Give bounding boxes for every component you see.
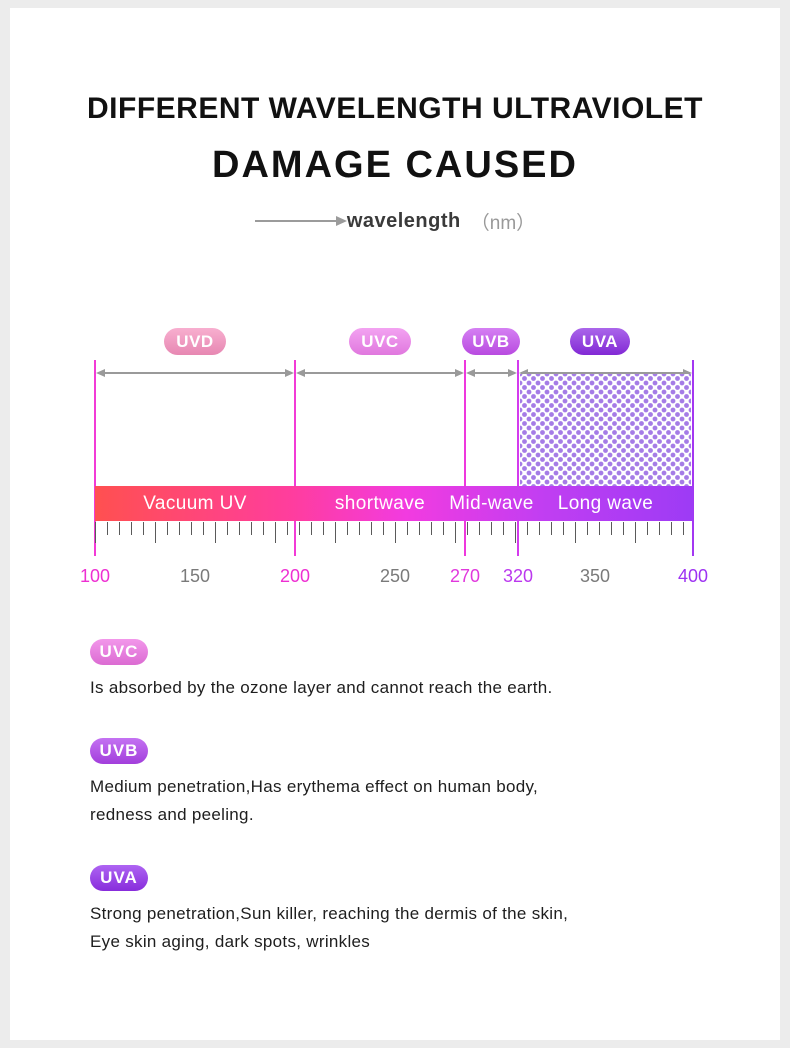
bar-segment-mid-wave: Mid-wave (449, 492, 534, 514)
boundary-line-400 (692, 360, 694, 556)
bar-segment-vacuum-uv: Vacuum UV (143, 492, 247, 514)
tick-label-400: 400 (677, 566, 709, 586)
tick-label-150: 150 (179, 566, 211, 586)
legend-text-uvc-line1: Is absorbed by the ozone layer and canno… (90, 678, 553, 697)
tick-label-250: 250 (379, 566, 411, 586)
legend-badge-uva: UVA (90, 865, 148, 891)
wavelength-caption: wavelength （nm） (10, 206, 780, 236)
legend-text-uva-line1: Strong penetration,Sun killer, reaching … (90, 904, 569, 923)
measure-arrow-uvd (96, 369, 294, 377)
right-arrow-icon (254, 216, 347, 226)
tick-label-200: 200 (279, 566, 311, 586)
wavelength-label: wavelength (346, 209, 461, 232)
boundary-line-100 (94, 360, 96, 556)
infographic-card: DIFFERENT WAVELENGTH ULTRAVIOLET DAMAGE … (10, 8, 780, 1040)
legend-text-uva: Strong penetration,Sun killer, reaching … (90, 900, 740, 956)
page-title-line2: DAMAGE CAUSED (212, 144, 578, 186)
uva-dotted-region (520, 374, 691, 486)
boundary-line-320 (517, 360, 519, 556)
band-badge-uvd: UVD (164, 328, 226, 355)
band-badge-uvc: UVC (349, 328, 411, 355)
legend-badge-uvb: UVB (90, 738, 148, 764)
tick-label-270: 270 (449, 566, 481, 586)
page-title-line1: DIFFERENT WAVELENGTH ULTRAVIOLET (87, 92, 703, 125)
spectrum-bar: Vacuum UV shortwave Mid-wave Long wave (95, 486, 693, 521)
measure-arrow-uva (519, 369, 692, 377)
wavelength-unit: （nm） (470, 212, 536, 234)
boundary-line-200 (294, 360, 296, 556)
measure-arrow-uvc (296, 369, 464, 377)
legend-text-uvc: Is absorbed by the ozone layer and canno… (90, 674, 740, 702)
tick-label-350: 350 (579, 566, 611, 586)
bar-segment-long-wave: Long wave (557, 492, 654, 514)
tick-label-100: 100 (79, 566, 111, 586)
legend-badge-uvc: UVC (90, 639, 148, 665)
tick-label-320: 320 (502, 566, 534, 586)
band-badge-uvb: UVB (462, 328, 520, 355)
ruler-minor-ticks (95, 522, 694, 535)
measure-arrow-uvb (466, 369, 517, 377)
legend-text-uvb: Medium penetration,Has erythema effect o… (90, 773, 740, 829)
legend-text-uva-line2: Eye skin aging, dark spots, wrinkles (90, 932, 371, 951)
boundary-line-270 (464, 360, 466, 556)
legend-text-uvb-line1: Medium penetration,Has erythema effect o… (90, 777, 539, 796)
band-badge-uva: UVA (570, 328, 630, 355)
legend-text-uvb-line2: redness and peeling. (90, 805, 254, 824)
bar-segment-shortwave: shortwave (334, 492, 426, 514)
